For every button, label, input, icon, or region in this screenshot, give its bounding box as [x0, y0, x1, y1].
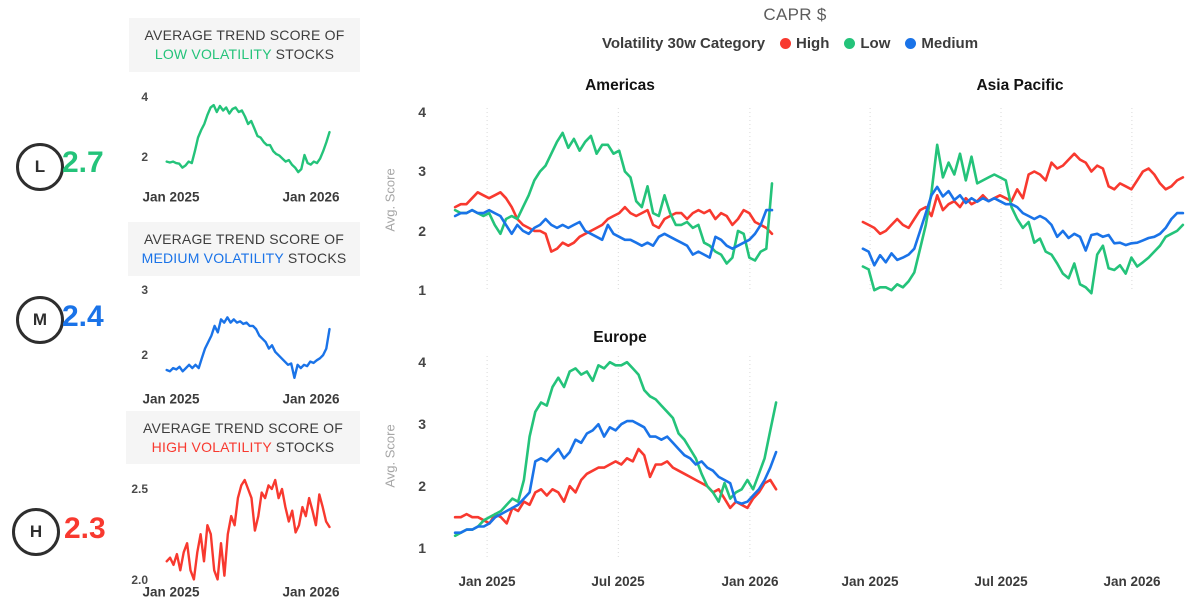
ytick-europe-4: 4: [418, 354, 426, 370]
card-title-low-line2: LOW VOLATILITY STOCKS: [129, 45, 360, 64]
facet-title-americas: Americas: [585, 77, 655, 94]
spark-low-xtick-jan2025: Jan 2025: [142, 189, 200, 205]
page-title: CAPR $: [763, 5, 827, 24]
xtick-right-jan2026: Jan 2026: [1103, 574, 1161, 589]
spark-medium-volatility-chart: [165, 316, 331, 380]
kpi-value-low: 2.7: [62, 146, 104, 179]
badge-medium-letter: M: [32, 310, 48, 329]
asia-pacific-chart[interactable]: [850, 104, 1190, 296]
ytick-europe-1: 1: [418, 540, 426, 556]
ytick-top-4: 4: [418, 104, 426, 120]
high-volatility-highlight: HIGH VOLATILITY: [151, 438, 272, 455]
spark-high-ytick-2-0: 2.0: [131, 573, 148, 587]
legend-item-medium[interactable]: Medium: [905, 35, 978, 52]
card-title-high: AVERAGE TREND SCORE OF HIGH VOLATILITY ST…: [126, 411, 360, 464]
spark-low-ytick-2: 2: [141, 150, 148, 164]
ytick-top-2: 2: [418, 223, 426, 239]
europe-chart[interactable]: [410, 352, 790, 564]
badge-high: H: [12, 508, 60, 556]
legend-item-low-label: Low: [860, 35, 891, 52]
card-title-medium-line1: AVERAGE TREND SCORE OF: [144, 231, 344, 247]
card-title-low-line1: AVERAGE TREND SCORE OF: [144, 27, 345, 43]
card-title-high-suffix: STOCKS: [275, 438, 335, 455]
card-title-low: AVERAGE TREND SCORE OF LOW VOLATILITY STO…: [129, 18, 360, 72]
spark-low-xtick-jan2026: Jan 2026: [282, 189, 340, 205]
ytick-europe-3: 3: [418, 416, 426, 432]
spark-high-xtick-jan2025: Jan 2025: [142, 584, 200, 600]
ytick-top-1: 1: [418, 282, 426, 298]
y-axis-label-bottom: Avg. Score: [382, 424, 398, 488]
badge-high-letter: H: [29, 522, 43, 541]
xtick-right-jul2025: Jul 2025: [974, 574, 1028, 589]
y-axis-label-top: Avg. Score: [382, 168, 398, 232]
card-title-high-line1: AVERAGE TREND SCORE OF: [143, 419, 343, 436]
xtick-left-jan2026: Jan 2026: [721, 574, 779, 589]
legend-item-high[interactable]: High: [780, 35, 829, 52]
legend-item-low[interactable]: Low: [844, 35, 890, 52]
kpi-value-medium: 2.4: [62, 300, 104, 333]
facet-title-asia-pacific: Asia Pacific: [976, 77, 1064, 94]
legend-item-medium-label: Medium: [921, 35, 979, 52]
low-volatility-highlight: LOW VOLATILITY: [154, 46, 272, 62]
americas-chart[interactable]: [410, 104, 790, 296]
medium-series-dot-icon: [905, 38, 917, 49]
ytick-top-3: 3: [418, 163, 426, 179]
badge-medium: M: [16, 296, 64, 344]
card-title-medium-suffix: STOCKS: [287, 250, 347, 266]
xtick-right-jan2025: Jan 2025: [841, 574, 899, 589]
card-title-low-suffix: STOCKS: [275, 46, 335, 62]
legend-title: Volatility 30w Category: [601, 35, 766, 52]
medium-volatility-highlight: MEDIUM VOLATILITY: [141, 250, 284, 266]
spark-low-ytick-4: 4: [141, 90, 148, 104]
card-title-medium-line2: MEDIUM VOLATILITY STOCKS: [128, 249, 360, 268]
high-series-dot-icon: [780, 38, 792, 49]
spark-medium-xtick-jan2026: Jan 2026: [282, 391, 340, 407]
spark-high-ytick-2-5: 2.5: [131, 482, 148, 496]
card-title-medium: AVERAGE TREND SCORE OF MEDIUM VOLATILITY…: [128, 222, 360, 276]
xtick-left-jul2025: Jul 2025: [591, 574, 645, 589]
kpi-value-high: 2.3: [64, 512, 106, 545]
spark-medium-xtick-jan2025: Jan 2025: [142, 391, 200, 407]
spark-medium-ytick-3: 3: [141, 283, 148, 297]
spark-high-volatility-chart: [165, 478, 331, 581]
badge-low-letter: L: [34, 157, 46, 176]
spark-high-xtick-jan2026: Jan 2026: [282, 584, 340, 600]
badge-low: L: [16, 143, 64, 191]
spark-low-volatility-chart: [165, 103, 331, 174]
low-series-dot-icon: [844, 38, 856, 49]
legend-item-high-label: High: [796, 35, 830, 52]
facet-title-europe: Europe: [593, 329, 647, 346]
ytick-europe-2: 2: [418, 478, 426, 494]
legend: Volatility 30w Category High Low Medium: [570, 35, 1010, 52]
card-title-high-line2: HIGH VOLATILITY STOCKS: [126, 438, 360, 457]
xtick-left-jan2025: Jan 2025: [458, 574, 516, 589]
spark-medium-ytick-2: 2: [141, 348, 148, 362]
